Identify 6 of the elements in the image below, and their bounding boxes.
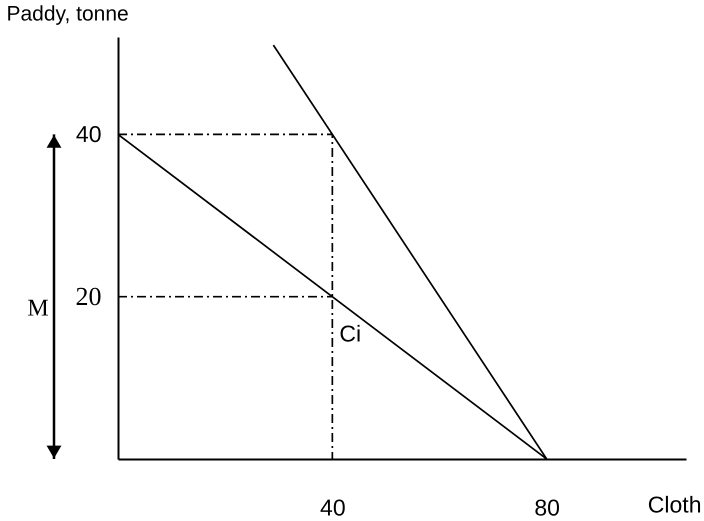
y-axis-title: Paddy, tonne bbox=[6, 2, 129, 26]
annotation: Ci bbox=[339, 320, 362, 347]
y-tick-label: 20 bbox=[76, 282, 102, 312]
x-tick-label: 80 bbox=[534, 494, 560, 520]
text: M bbox=[27, 296, 49, 322]
x-axis-title: Cloth bbox=[648, 492, 702, 518]
